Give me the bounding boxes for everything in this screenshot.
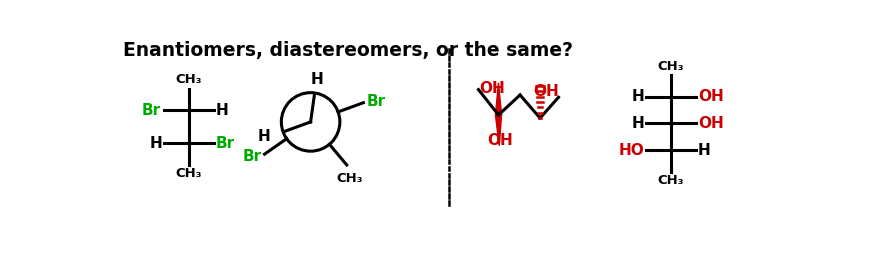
Text: CH₃: CH₃ — [336, 172, 362, 185]
Text: OH: OH — [487, 133, 512, 148]
Text: H: H — [216, 103, 228, 118]
Text: CH₃: CH₃ — [657, 173, 683, 187]
Text: CH₃: CH₃ — [175, 73, 202, 86]
Text: CH₃: CH₃ — [175, 167, 202, 180]
Text: H: H — [631, 89, 644, 104]
Text: CH₃: CH₃ — [657, 60, 683, 73]
Text: OH: OH — [697, 116, 723, 131]
Text: H: H — [631, 116, 644, 131]
Text: Br: Br — [242, 149, 261, 164]
Text: OH: OH — [479, 81, 504, 96]
Text: OH: OH — [697, 89, 723, 104]
Text: H: H — [149, 136, 162, 151]
Text: Enantiomers, diastereomers, or the same?: Enantiomers, diastereomers, or the same? — [123, 41, 572, 60]
Text: H: H — [310, 72, 323, 87]
Text: Br: Br — [367, 94, 386, 109]
Text: H: H — [697, 143, 709, 158]
Text: HO: HO — [617, 143, 644, 158]
Text: Br: Br — [142, 103, 161, 118]
Text: OH: OH — [532, 84, 559, 99]
Polygon shape — [495, 115, 501, 146]
Polygon shape — [495, 83, 501, 115]
Text: Br: Br — [216, 136, 235, 151]
Text: H: H — [257, 129, 270, 144]
